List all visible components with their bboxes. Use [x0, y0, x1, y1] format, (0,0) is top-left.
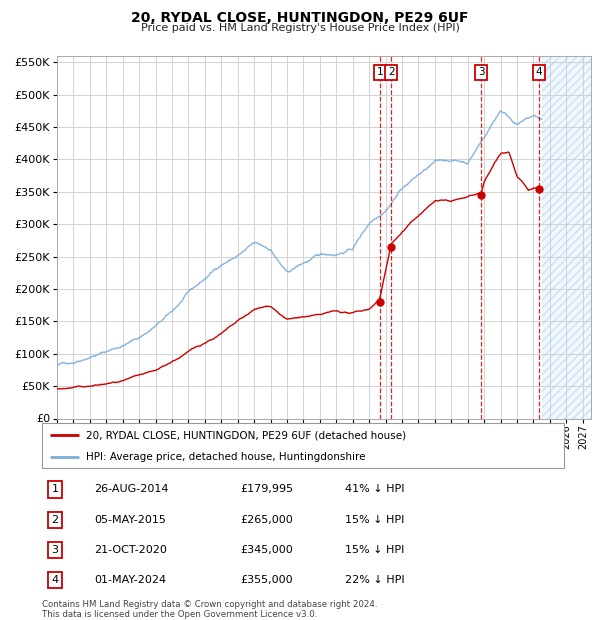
Text: 20, RYDAL CLOSE, HUNTINGDON, PE29 6UF (detached house): 20, RYDAL CLOSE, HUNTINGDON, PE29 6UF (d…: [86, 430, 406, 440]
Text: 21-OCT-2020: 21-OCT-2020: [94, 545, 167, 555]
Text: HPI: Average price, detached house, Huntingdonshire: HPI: Average price, detached house, Hunt…: [86, 452, 366, 462]
Text: 1: 1: [52, 484, 59, 494]
Text: 05-MAY-2015: 05-MAY-2015: [94, 515, 166, 525]
Text: 22% ↓ HPI: 22% ↓ HPI: [345, 575, 404, 585]
Text: 4: 4: [52, 575, 59, 585]
Text: £265,000: £265,000: [241, 515, 293, 525]
Text: 2: 2: [52, 515, 59, 525]
Text: 15% ↓ HPI: 15% ↓ HPI: [345, 545, 404, 555]
Text: £179,995: £179,995: [241, 484, 293, 494]
Text: 15% ↓ HPI: 15% ↓ HPI: [345, 515, 404, 525]
Text: 26-AUG-2014: 26-AUG-2014: [94, 484, 169, 494]
Text: 1: 1: [377, 67, 383, 77]
Text: 4: 4: [536, 67, 542, 77]
FancyBboxPatch shape: [42, 423, 564, 468]
Text: Contains HM Land Registry data © Crown copyright and database right 2024.
This d: Contains HM Land Registry data © Crown c…: [42, 600, 377, 619]
Text: Price paid vs. HM Land Registry's House Price Index (HPI): Price paid vs. HM Land Registry's House …: [140, 23, 460, 33]
Bar: [542, 56, 591, 419]
Text: £345,000: £345,000: [241, 545, 293, 555]
Text: 2: 2: [388, 67, 394, 77]
Bar: [542, 56, 591, 419]
Text: 3: 3: [52, 545, 59, 555]
Text: 41% ↓ HPI: 41% ↓ HPI: [345, 484, 404, 494]
Text: 01-MAY-2024: 01-MAY-2024: [94, 575, 166, 585]
Text: 3: 3: [478, 67, 484, 77]
Text: 20, RYDAL CLOSE, HUNTINGDON, PE29 6UF: 20, RYDAL CLOSE, HUNTINGDON, PE29 6UF: [131, 11, 469, 25]
Text: £355,000: £355,000: [241, 575, 293, 585]
